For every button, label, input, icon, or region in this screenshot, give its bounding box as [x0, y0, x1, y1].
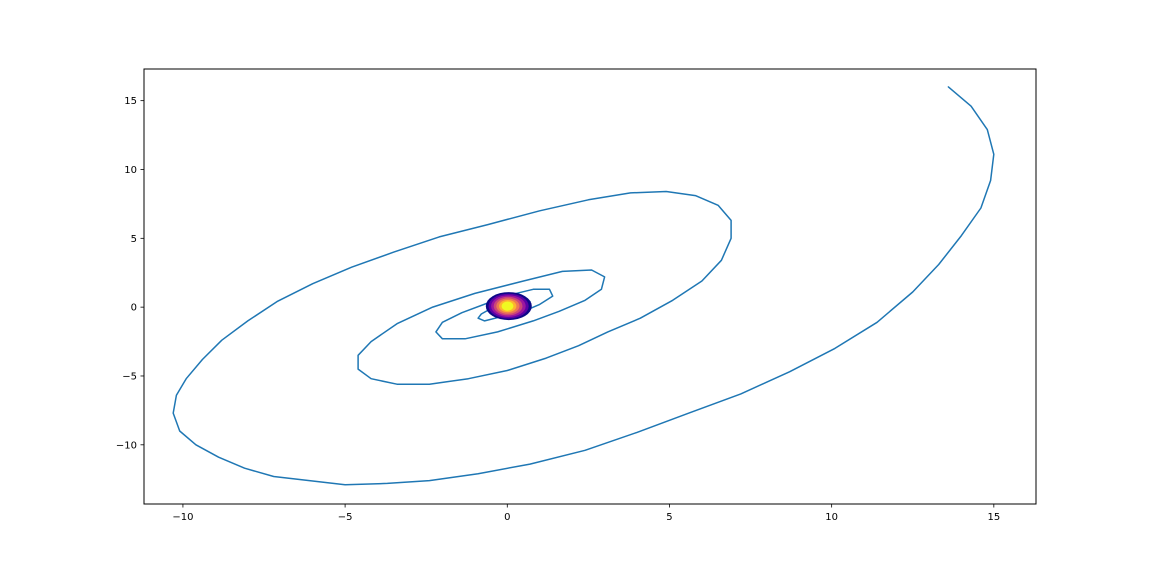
center-blob: [485, 292, 532, 321]
y-tick-label-1: −5: [122, 371, 137, 382]
y-tick-label-0: −10: [116, 440, 137, 451]
x-tick-label-0: −10: [172, 512, 193, 523]
x-tick-label-4: 10: [825, 512, 838, 523]
y-tick-label-4: 10: [124, 165, 137, 176]
x-tick-label-3: 5: [666, 512, 672, 523]
center-blob-ring-6: [501, 301, 514, 311]
y-tick-label-2: 0: [131, 303, 137, 314]
y-tick-label-3: 5: [131, 234, 137, 245]
y-tick-label-5: 15: [124, 96, 137, 107]
y-axis: −10 −5 0 5 10 15: [116, 96, 144, 451]
x-tick-label-5: 15: [987, 512, 1000, 523]
plot-frame: [143, 68, 1037, 505]
x-tick-label-2: 0: [504, 512, 510, 523]
x-axis: −10 −5 0 5 10 15: [172, 504, 1000, 523]
x-tick-label-1: −5: [338, 512, 353, 523]
